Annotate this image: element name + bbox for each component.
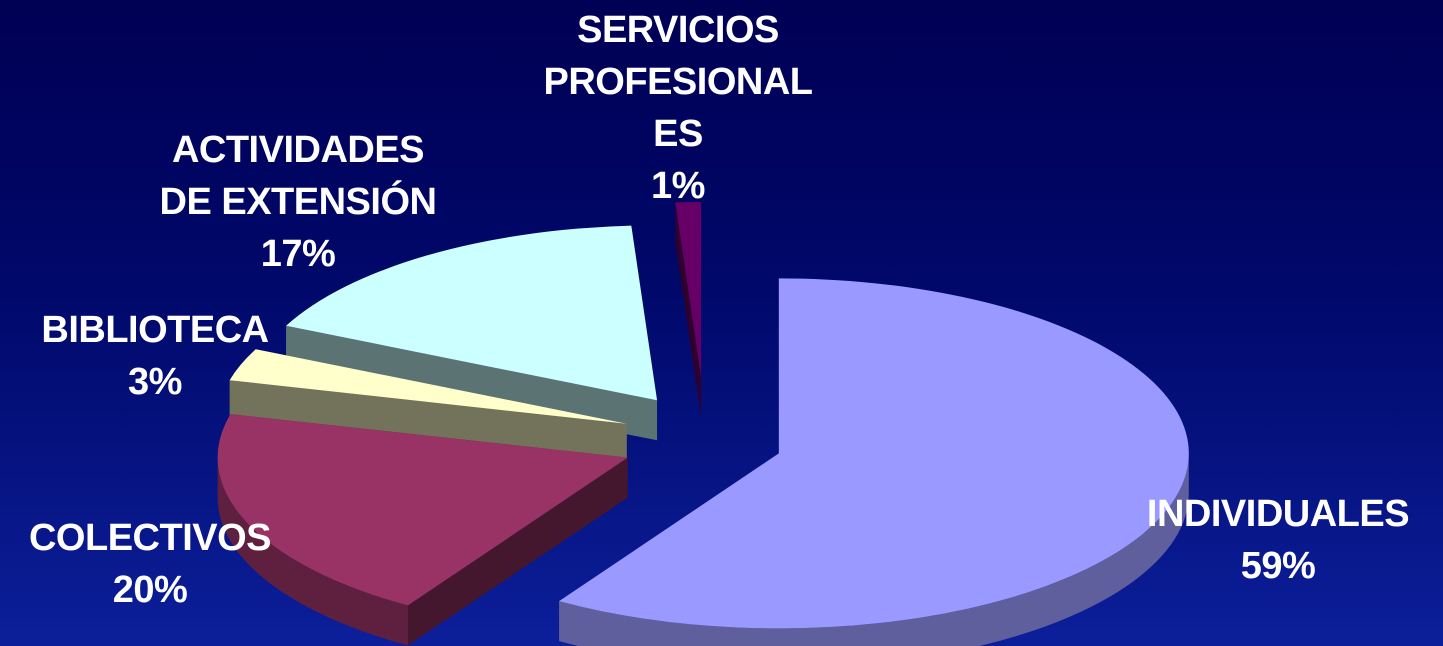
pie-slice-biblioteca	[229, 349, 627, 464]
pie-slice-servicios-profesionales-top	[675, 202, 702, 378]
pie-slice-colectivos-wall-0	[407, 457, 628, 646]
label-actividades-pct: 17%	[260, 233, 336, 275]
label-servicios-pct: 1%	[651, 165, 705, 207]
pie-slice-colectivos-rim-0	[217, 457, 408, 646]
label-colectivos: COLECTIVOS 20%	[0, 512, 300, 616]
pie-slice-servicios-profesionales	[675, 202, 702, 418]
label-individuales-pct: 59%	[1240, 545, 1316, 587]
pie-slice-individuales-rim-0	[559, 453, 1189, 646]
label-biblioteca-line1: BIBLIOTECA	[41, 309, 269, 351]
pie-slice-individuales-top	[559, 278, 1189, 629]
label-servicios: SERVICIOS PROFESIONAL ES 1%	[508, 4, 848, 212]
label-actividades: ACTIVIDADES DE EXTENSIÓN 17%	[118, 124, 478, 280]
pie-slice-individuales	[559, 278, 1189, 646]
pie-slice-actividades-de-extension-top	[286, 225, 658, 401]
label-actividades-line2: DE EXTENSIÓN	[159, 181, 437, 223]
label-servicios-line1: SERVICIOS	[577, 9, 779, 51]
label-servicios-line2: PROFESIONAL	[543, 61, 813, 103]
pie-slice-colectivos-top	[217, 414, 628, 606]
label-individuales: INDIVIDUALES 59%	[1118, 488, 1438, 592]
label-servicios-line3: ES	[653, 113, 703, 155]
label-individuales-line1: INDIVIDUALES	[1146, 493, 1410, 535]
label-biblioteca-pct: 3%	[128, 361, 182, 403]
label-colectivos-line1: COLECTIVOS	[28, 517, 272, 559]
label-colectivos-pct: 20%	[112, 569, 188, 611]
label-actividades-line1: ACTIVIDADES	[171, 129, 425, 171]
pie-slice-biblioteca-top	[229, 349, 627, 424]
pie-slice-servicios-profesionales-wall-0	[675, 202, 702, 418]
label-biblioteca: BIBLIOTECA 3%	[0, 304, 310, 408]
pie-slice-colectivos	[217, 414, 628, 646]
